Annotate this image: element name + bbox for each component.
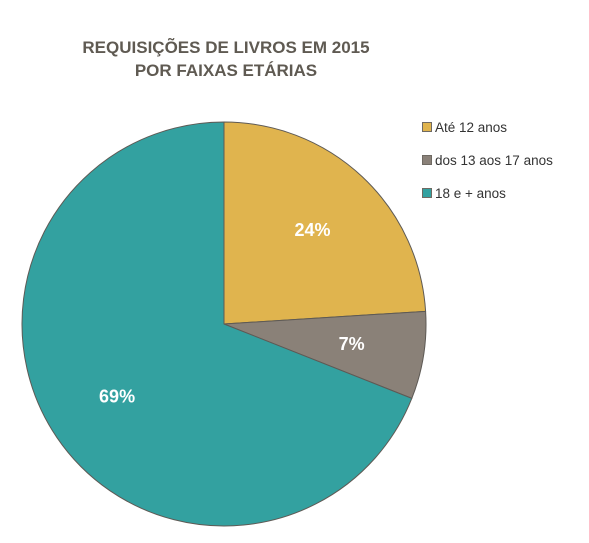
legend-swatch-0 [422, 122, 432, 132]
pie-slice-2 [21, 121, 413, 527]
pie-slice-0 [223, 121, 427, 325]
chart-title-line-2: POR FAIXAS ETÁRIAS [134, 61, 318, 80]
legend-swatch-2 [422, 188, 432, 198]
legend-swatch-1 [422, 155, 432, 165]
chart-title: REQUISIÇÕES DE LIVROS EM 2015 POR FAIXAS… [0, 36, 452, 82]
legend-item-1: dos 13 aos 17 anos [422, 149, 553, 171]
legend-label-0: Até 12 anos [435, 119, 508, 135]
legend: Até 12 anos dos 13 aos 17 anos 18 e + an… [422, 116, 553, 215]
chart-title-line-1: REQUISIÇÕES DE LIVROS EM 2015 [82, 38, 370, 57]
slice-label-2: 69% [99, 387, 135, 407]
legend-item-2: 18 e + anos [422, 182, 553, 204]
legend-item-0: Até 12 anos [422, 116, 553, 138]
legend-label-2: 18 e + anos [435, 185, 506, 201]
slice-label-0: 24% [294, 220, 330, 240]
legend-label-1: dos 13 aos 17 anos [435, 152, 553, 168]
slice-label-1: 7% [339, 334, 365, 354]
